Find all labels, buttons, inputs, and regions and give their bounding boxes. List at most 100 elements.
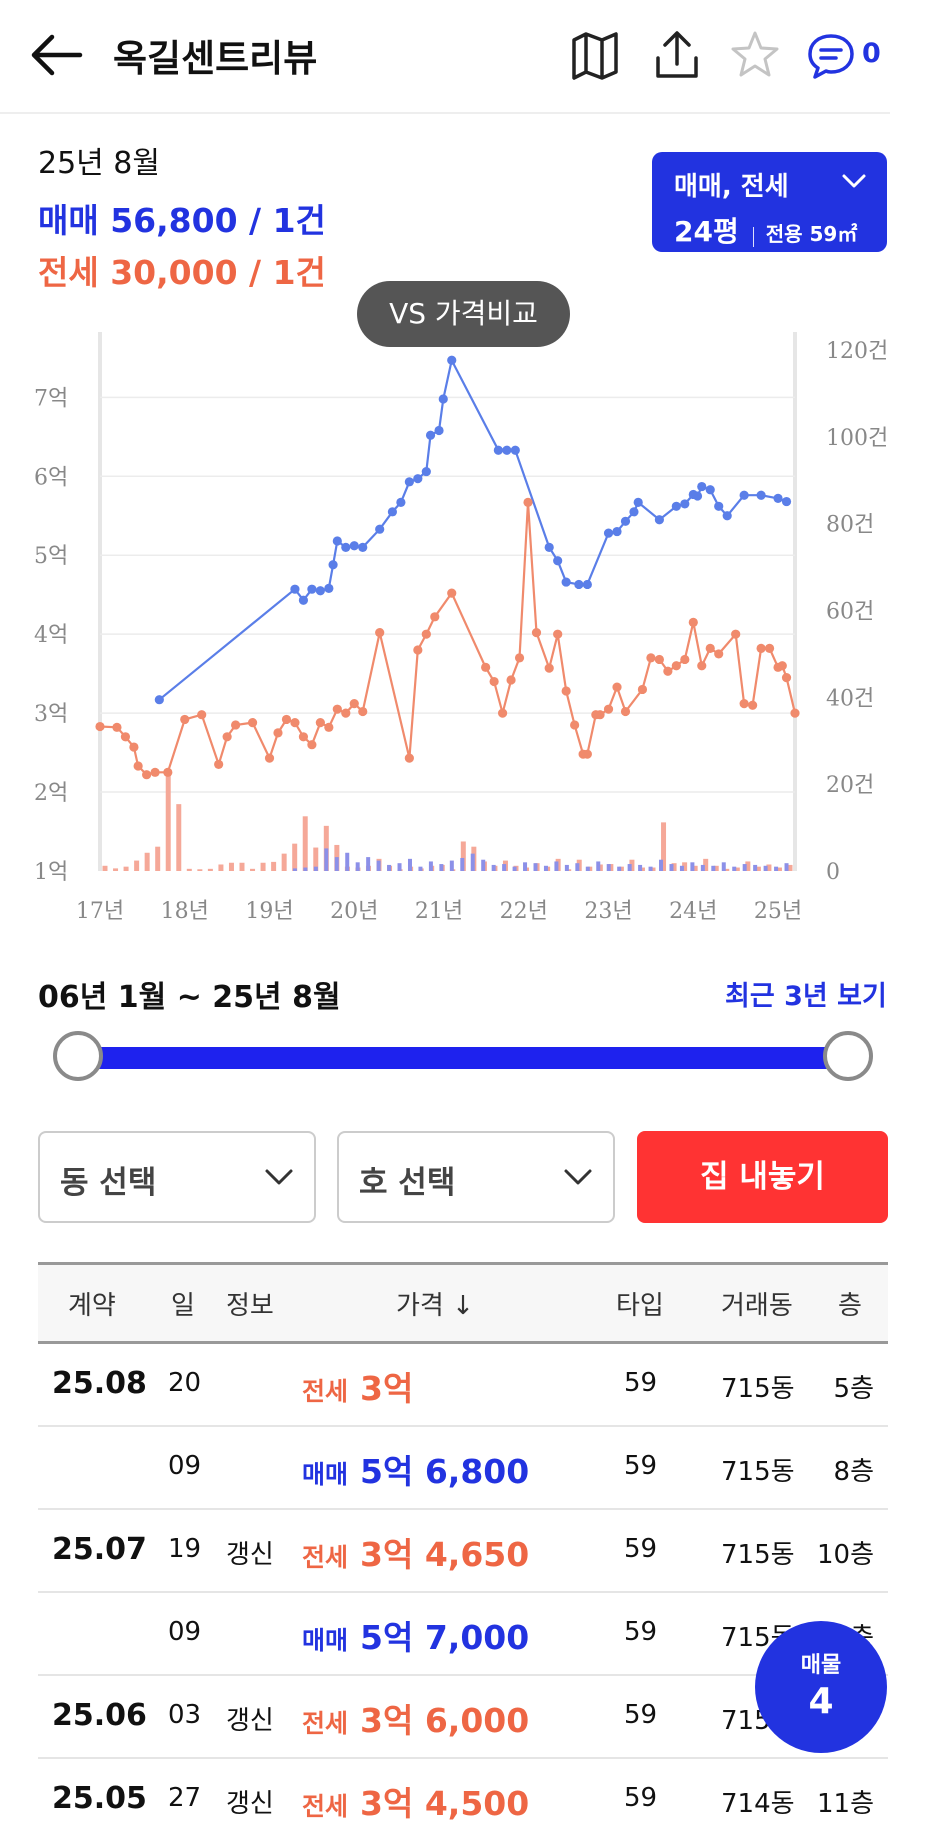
table-row[interactable]: 09 59 715동 8층 매매 5억 6,800 (38, 1427, 888, 1510)
trade-kind-label: 전세 (302, 1543, 349, 1572)
sale-price-point (722, 511, 732, 521)
table-row[interactable]: 25.07 19 갱신 59 715동 10층 전세 3억 4,650 (38, 1510, 888, 1593)
list-home-button[interactable]: 집 내놓기 (637, 1131, 888, 1223)
sale-price-point (692, 491, 703, 501)
sale-volume-bar (648, 866, 653, 871)
y-left-tick-label: 6억 (34, 465, 68, 490)
range-start-handle[interactable] (53, 1031, 103, 1081)
jeonse-price-point (120, 732, 131, 742)
jeonse-price-point (531, 628, 542, 638)
sale-volume-bar (397, 863, 402, 871)
summary-date: 25년 8월 (38, 146, 160, 181)
row-floor: 8층 (833, 1457, 874, 1487)
jeonse-price-point (421, 629, 431, 639)
row-day: 19 (168, 1534, 202, 1564)
y-left-tick-label: 1억 (34, 860, 68, 885)
sale-volume-bar (627, 864, 632, 871)
map-icon[interactable] (568, 28, 622, 82)
row-month: 25.05 (52, 1781, 147, 1816)
jeonse-price-point (595, 710, 605, 720)
jeonse-price-point (163, 767, 173, 777)
jeonse-volume-bar (102, 865, 108, 871)
ho-select-label: 호 선택 (359, 1165, 456, 1201)
y-right-tick-label: 120건 (826, 339, 888, 364)
jeonse-price-point (281, 714, 292, 725)
sale-price-point (425, 430, 436, 440)
row-day: 09 (168, 1617, 202, 1647)
sale-price-point (154, 695, 164, 705)
jeonse-volume-bar (165, 775, 171, 871)
chat-icon[interactable] (804, 28, 858, 82)
jeonse-volume-bar (239, 862, 245, 871)
sale-volume-bar (638, 864, 643, 871)
jeonse-volume-bar (745, 861, 751, 871)
x-tick-label: 19년 (245, 899, 293, 924)
sale-price-point (502, 445, 512, 455)
sale-volume-bar (732, 866, 737, 871)
price-chart: 1억 2억 3억 4억 5억 6억 7억 0 20건 40건 60건 80건 100건 120건 17년 18… (34, 332, 888, 924)
jeonse-volume-bar (713, 865, 719, 871)
sale-volume-bar (543, 865, 548, 871)
row-type: 59 (624, 1368, 658, 1398)
col-day: 일 (171, 1291, 195, 1321)
jeonse-price-point (561, 686, 571, 696)
sale-volume-bar (596, 861, 601, 871)
range-slider-track[interactable] (78, 1047, 848, 1069)
x-tick-label: 24년 (669, 899, 717, 924)
table-row[interactable]: 25.05 27 갱신 59 714동 11층 전세 3억 4,500 (38, 1759, 888, 1840)
ho-select[interactable]: 호 선택 (337, 1131, 615, 1223)
row-dong: 714동 (721, 1789, 795, 1819)
star-icon[interactable] (728, 28, 782, 82)
jeonse-price-point (358, 706, 368, 717)
row-floor: 5층 (833, 1374, 874, 1404)
sale-volume-bar (554, 861, 559, 871)
sale-volume-bar (774, 866, 779, 871)
trade-kind-label: 매매 (302, 1460, 349, 1489)
jeonse-price-point (307, 740, 317, 750)
jeonse-price-point (129, 742, 139, 752)
listings-count: 4 (808, 1681, 834, 1722)
sale-summary: 매매 56,800 / 1건 (38, 201, 326, 240)
row-day: 20 (168, 1368, 202, 1398)
table-row[interactable]: 25.08 20 59 715동 5층 전세 3억 (38, 1344, 888, 1427)
sale-volume-bar (366, 857, 371, 871)
jeonse-volume-bar (218, 864, 224, 871)
jeonse-price-point (764, 643, 775, 653)
table-row[interactable]: 25.06 03 갱신 59 715동 전세 3억 6,000 (38, 1676, 888, 1759)
row-day: 27 (168, 1783, 202, 1813)
row-info: 갱신 (226, 1540, 274, 1570)
sale-price-point (544, 542, 554, 552)
dong-select[interactable]: 동 선택 (38, 1131, 316, 1223)
sale-price-point (612, 526, 622, 537)
range-end-handle[interactable] (823, 1031, 873, 1081)
jeonse-price-point (214, 759, 224, 770)
recent-3-years-link[interactable]: 최근 3년 보기 (725, 981, 887, 1012)
jeonse-volume-bar (260, 862, 266, 871)
sale-price-point (510, 445, 520, 455)
row-price: 매매 5억 6,800 (302, 1445, 529, 1493)
y-right-tick-label: 20건 (826, 773, 874, 798)
listings-fab[interactable]: 매물 4 (755, 1621, 887, 1753)
jeonse-price-point (112, 722, 122, 732)
share-icon[interactable] (650, 28, 704, 82)
trade-type-selector[interactable]: 매매, 전세 24평 전용 59㎡ (652, 152, 887, 252)
vs-compare-button[interactable]: VS 가격비교 (357, 281, 570, 347)
sale-price-point (574, 579, 584, 590)
col-price-sort[interactable]: 가격 ↓ (396, 1291, 474, 1321)
sale-price-point (358, 542, 368, 552)
sale-volume-bar (449, 860, 454, 871)
jeonse-price-point (95, 721, 105, 732)
sale-volume-bar (502, 864, 507, 871)
row-floor: 10층 (816, 1540, 874, 1570)
y-left-tick-label: 4억 (34, 623, 68, 648)
sale-price-point (387, 507, 398, 517)
jeonse-volume-bar (134, 860, 140, 871)
jeonse-price-point (553, 629, 563, 639)
back-arrow-icon[interactable] (30, 32, 84, 78)
sale-volume-bar (753, 864, 758, 871)
table-header: 계약 일 정보 가격 ↓ 타입 거래동 층 (38, 1262, 888, 1344)
jeonse-volume-bar (608, 864, 614, 871)
jeonse-volume-bar (228, 862, 234, 871)
y-left-tick-label: 2억 (34, 781, 68, 806)
jeonse-price-point (290, 717, 300, 728)
